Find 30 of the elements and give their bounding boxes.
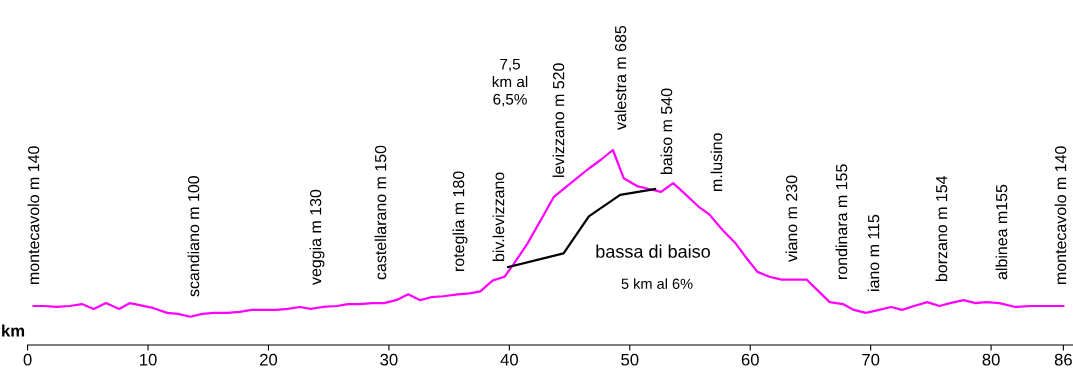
annotation: biv.levizzano (492, 172, 505, 261)
text: valestra m 685 (614, 25, 627, 130)
annotation: bassa di baiso (596, 244, 710, 258)
annotation: iano m 115 (867, 214, 880, 291)
annotation: montecavolo m 140 (27, 146, 40, 284)
annotation: albinea m155 (995, 184, 1008, 280)
x-tick-label: 0 (23, 353, 32, 366)
x-tick-label: 50 (621, 353, 639, 366)
x-axis-title: km (2, 324, 25, 337)
annotation: baiso m 540 (660, 88, 673, 174)
annotation: montecavolo m 140 (1054, 146, 1067, 284)
annotation: 5 km al 6% (621, 278, 693, 289)
annotation: levizzano m 520 (552, 63, 565, 177)
annotation: veggia m 130 (309, 189, 325, 285)
annotation: roteglia m 180 (452, 171, 468, 271)
x-tick-label: 40 (500, 353, 518, 366)
x-tick-label: 60 (741, 353, 759, 366)
annotation: borzano m 154 (935, 175, 948, 281)
x-tick-label: 86 (1054, 353, 1072, 366)
x-tick-label: 80 (982, 353, 1000, 366)
annotation: viano m 230 (785, 175, 798, 262)
text: 7,5 km al 6,5% (492, 58, 528, 107)
annotation: rondinara m 155 (835, 164, 848, 279)
x-tick-label: 30 (380, 353, 398, 366)
annotation: castellarano m 150 (374, 145, 387, 280)
x-tick-label: 70 (862, 353, 880, 366)
annotation: scandiano m 100 (187, 175, 200, 297)
x-tick-label: 10 (140, 353, 157, 366)
annotation: m.lusino (710, 133, 723, 191)
x-tick-label: 20 (260, 353, 278, 366)
